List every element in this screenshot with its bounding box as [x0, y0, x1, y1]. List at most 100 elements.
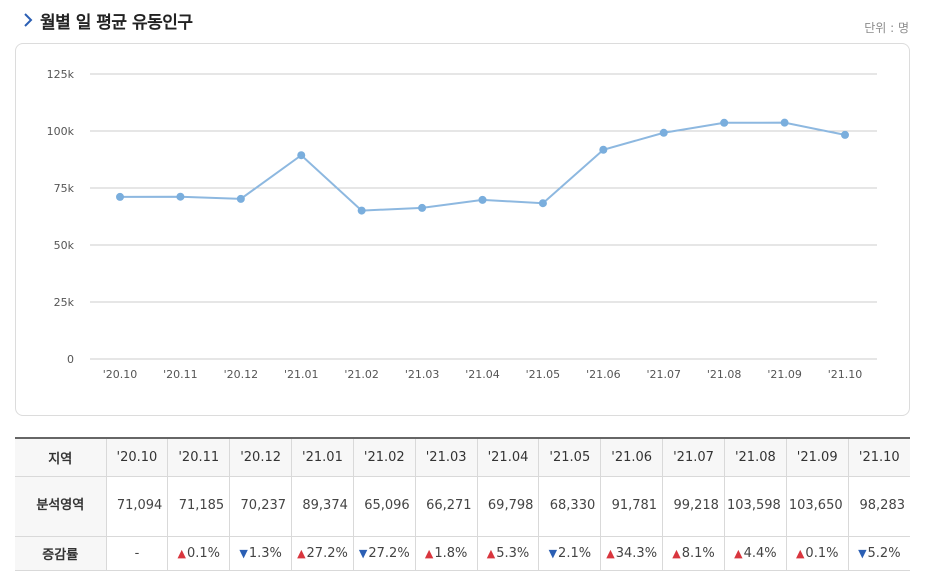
table-cell-value: 65,096 [352, 476, 416, 537]
x-tick-label: '21.07 [646, 368, 681, 381]
table-cell-value: 91,781 [600, 476, 663, 537]
y-tick-label: 50k [54, 239, 75, 252]
rates-row-label: 증감률 [15, 536, 106, 571]
x-tick-label: '21.02 [344, 368, 379, 381]
rate-text: 5.2% [867, 545, 901, 561]
triangle-down-icon: ▼ [548, 546, 558, 560]
table-row-values: 분석영역 71,094 71,185 70,237 89,374 65,096 66,27… [15, 476, 910, 537]
table-cell-value: 71,094 [105, 476, 168, 537]
table-cell-rate: ▼1.3% [229, 536, 292, 571]
row-head-label: 지역 [15, 438, 106, 477]
data-point [357, 206, 366, 215]
triangle-up-icon: ▲ [672, 546, 681, 560]
column-header: '21.09 [785, 438, 849, 477]
table-cell-rate: ▼27.2% [352, 536, 416, 571]
rate-text: 1.8% [434, 545, 468, 561]
column-header: '21.06 [600, 438, 663, 477]
triangle-down-icon: ▼ [358, 546, 368, 560]
data-table: 지역 '20.10'20.11'20.12'21.01'21.02'21.03 '… [15, 437, 910, 571]
x-tick-label: '21.06 [586, 368, 621, 381]
table-cell-value: 98,283 [847, 476, 910, 537]
table-cell-rate: ▲1.8% [414, 536, 478, 571]
column-header: '20.10 [105, 438, 168, 477]
triangle-down-icon: ▼ [858, 546, 867, 560]
rate-text: 27.2% [368, 545, 410, 561]
data-point [176, 192, 185, 201]
triangle-down-icon: ▼ [239, 546, 248, 560]
page-title: 월별 일 평균 유동인구 [40, 12, 193, 33]
table-cell-value: 89,374 [291, 476, 354, 537]
line-chart: 0 25k 50k 75k 100k 125k '20.10 '20.11 '20.12 '21.… [47, 68, 877, 381]
rate-text: 5.3% [496, 545, 530, 561]
data-point [418, 203, 427, 212]
data-point [236, 194, 245, 203]
data-point [116, 192, 124, 201]
column-header: '21.01 [291, 438, 354, 477]
column-header: '21.02 [352, 438, 416, 477]
rate-text: 34.3% [615, 545, 658, 561]
table-cell-rate: - [105, 536, 168, 571]
table-cell-value: 99,218 [662, 476, 725, 537]
column-header: '21.03 [414, 438, 478, 477]
table-cell-rate: ▲27.2% [291, 536, 354, 571]
column-header: '21.07 [662, 438, 725, 477]
column-header: '21.05 [538, 438, 601, 477]
x-tick-label: '21.08 [707, 368, 742, 381]
triangle-up-icon: ▲ [297, 546, 306, 560]
rate-text: 1.3% [248, 545, 282, 561]
rate-text: 4.4% [743, 545, 777, 561]
table-cell-value: 68,330 [538, 476, 601, 537]
data-point [297, 151, 306, 160]
table-cell-rate: ▲34.3% [600, 536, 663, 571]
table-header-row: 지역 '20.10'20.11'20.12'21.01'21.02'21.03 '… [15, 438, 910, 477]
table-cell-rate: ▲0.1% [167, 536, 230, 571]
triangle-up-icon: ▲ [795, 546, 805, 560]
y-tick-label: 25k [54, 296, 75, 309]
data-point [720, 118, 729, 127]
table-cell-value: 66,271 [414, 476, 478, 537]
table-cell-rate: ▲5.3% [476, 536, 539, 571]
rate-text: - [134, 545, 140, 561]
x-tick-label: '20.10 [103, 368, 138, 381]
y-tick-label: 0 [67, 353, 74, 366]
column-header: '21.10 [847, 438, 910, 477]
table-cell-value: 103,598 [723, 476, 787, 537]
data-point [659, 128, 668, 137]
table-cell-rate: ▲8.1% [662, 536, 725, 571]
column-header: '21.04 [476, 438, 539, 477]
triangle-up-icon: ▲ [177, 546, 186, 560]
table-cell-value: 70,237 [229, 476, 292, 537]
y-tick-label: 125k [47, 68, 75, 81]
unit-label: 단위 : 명 [864, 21, 909, 35]
x-tick-label: '20.12 [224, 368, 259, 381]
x-tick-label: '21.03 [405, 368, 440, 381]
rate-text: 0.1% [805, 545, 839, 561]
data-point [780, 118, 789, 127]
data-point [538, 199, 547, 208]
x-tick-label: '20.11 [163, 368, 198, 381]
y-tick-label: 75k [54, 182, 75, 195]
rate-text: 2.1% [558, 545, 592, 561]
triangle-up-icon: ▲ [424, 546, 434, 560]
x-tick-label: '21.04 [465, 368, 500, 381]
data-point [841, 130, 849, 139]
section-header: 월별 일 평균 유동인구 [20, 8, 193, 33]
x-tick-label: '21.10 [828, 368, 863, 381]
data-point [478, 195, 487, 204]
column-header: '20.12 [229, 438, 292, 477]
table-cell-rate: ▼2.1% [538, 536, 601, 571]
values-row-label: 분석영역 [15, 476, 106, 537]
table-cell-value: 71,185 [167, 476, 230, 537]
rate-text: 0.1% [186, 545, 221, 561]
table-cell-value: 103,650 [785, 476, 849, 537]
column-header: '20.11 [167, 438, 230, 477]
rate-text: 27.2% [306, 545, 348, 561]
x-tick-label: '21.05 [526, 368, 561, 381]
line-chart-panel: 0 25k 50k 75k 100k 125k '20.10 '20.11 '20.12 '21.… [15, 43, 910, 416]
x-tick-label: '21.09 [767, 368, 802, 381]
triangle-up-icon: ▲ [486, 546, 496, 560]
chevron-right-icon [20, 10, 36, 30]
rate-text: 8.1% [681, 545, 715, 561]
table-row-rates: 증감률 - ▲0.1% ▼1.3% ▲27.2% ▼27.2% ▲1.8% ▲5.3% ▼2.… [15, 536, 910, 571]
x-tick-label: '21.01 [284, 368, 319, 381]
